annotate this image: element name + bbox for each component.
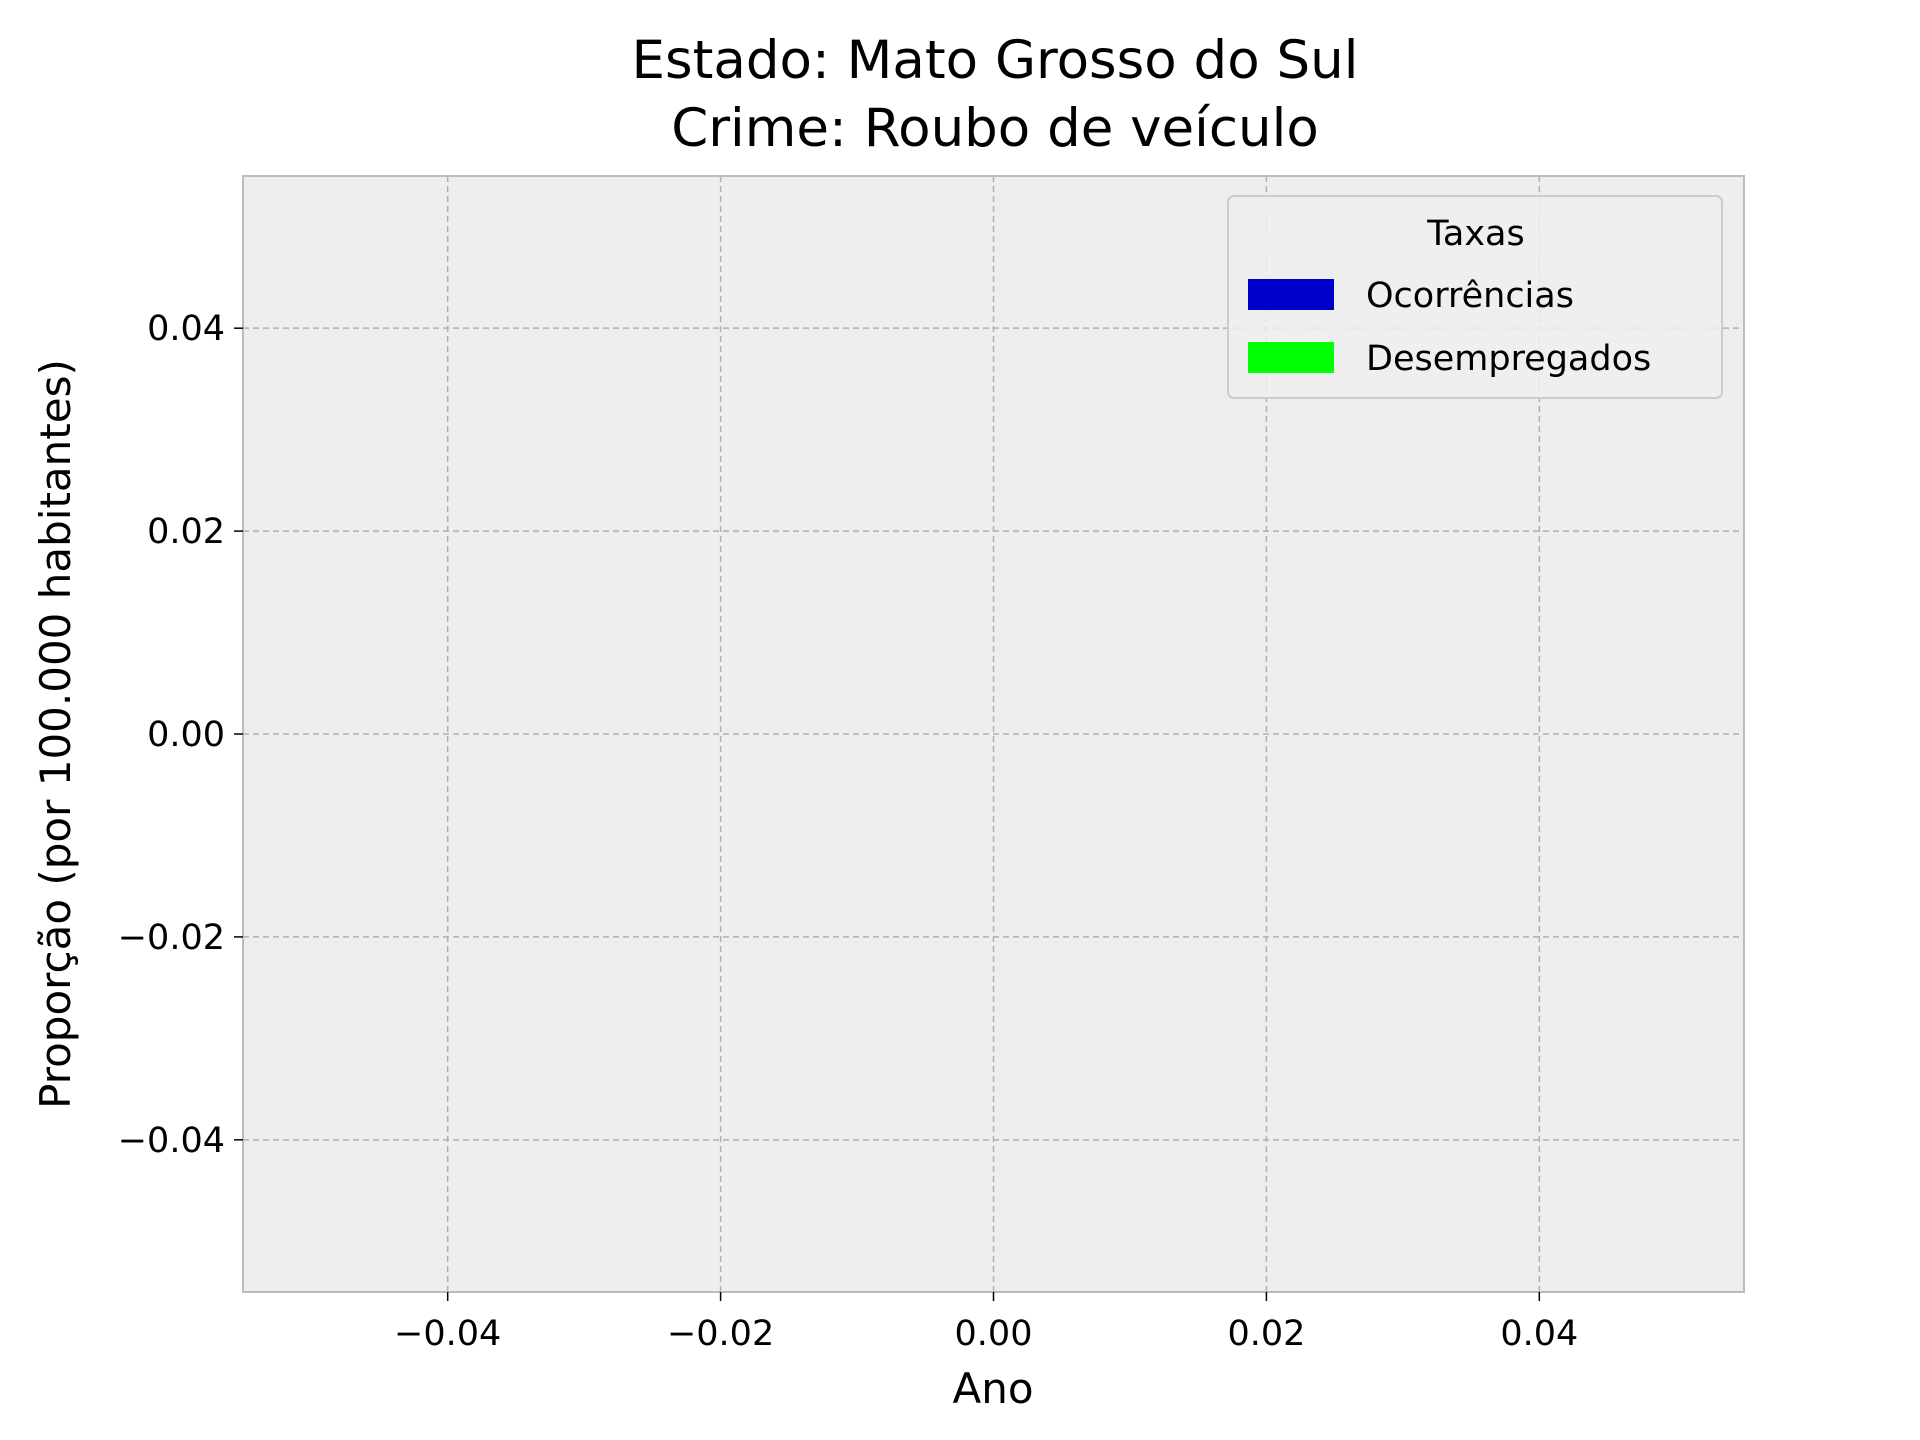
x-tick-label: −0.04 [394, 1314, 501, 1354]
y-axis-label: Proporção (por 100.000 habitantes) [31, 359, 80, 1109]
y-tick-label: 0.02 [147, 512, 225, 552]
x-axis-ticks: −0.04 −0.02 0.00 0.02 0.04 [394, 1292, 1578, 1354]
legend-swatch-desempregados [1248, 342, 1334, 373]
x-tick-label: 0.02 [1227, 1314, 1305, 1354]
legend-swatch-ocorrencias [1248, 279, 1334, 310]
legend-title: Taxas [1426, 214, 1524, 254]
legend: Taxas Ocorrências Desempregados [1227, 195, 1723, 399]
legend-label-desempregados: Desempregados [1366, 339, 1651, 379]
y-tick-label: −0.04 [118, 1121, 225, 1161]
x-tick-label: 0.00 [955, 1314, 1033, 1354]
y-tick-label: 0.00 [147, 715, 225, 755]
x-tick-label: −0.02 [667, 1314, 774, 1354]
x-tick-label: 0.04 [1500, 1314, 1578, 1354]
y-axis-ticks: −0.04 −0.02 0.00 0.02 0.04 [118, 309, 243, 1161]
x-axis-label: Ano [952, 1364, 1033, 1413]
chart-title-line-1: Estado: Mato Grosso do Sul [632, 30, 1359, 91]
legend-label-ocorrencias: Ocorrências [1366, 276, 1574, 316]
legend-box [1227, 195, 1723, 399]
chart-title-line-2: Crime: Roubo de veículo [671, 98, 1319, 159]
y-tick-label: −0.02 [118, 918, 225, 958]
y-tick-label: 0.04 [147, 309, 225, 349]
